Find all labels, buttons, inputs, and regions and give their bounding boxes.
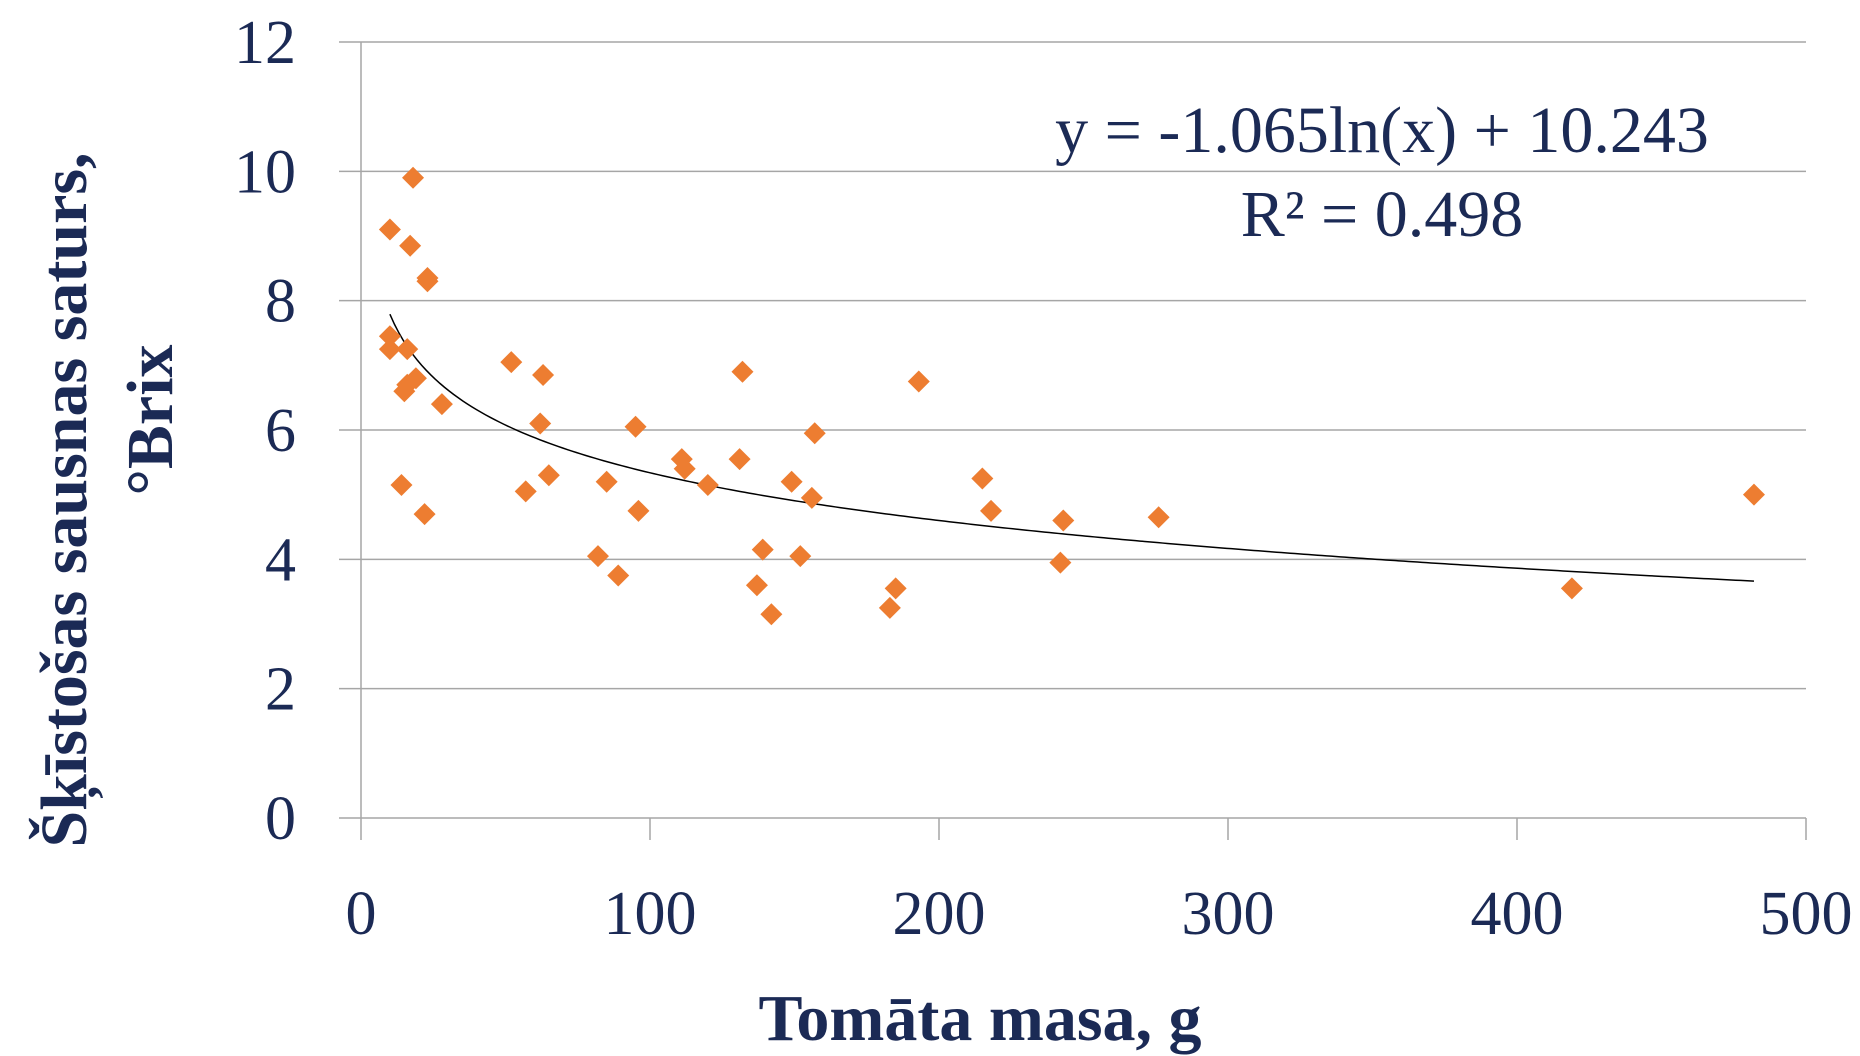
data-point-25 (673, 457, 696, 480)
data-point-31 (760, 603, 783, 626)
r-squared-label: R² = 0.498 (1241, 178, 1524, 251)
y-tick-label-10: 10 (234, 138, 296, 206)
data-point-19 (586, 545, 609, 568)
x-tick-label-100: 100 (604, 880, 697, 948)
data-point-22 (624, 415, 647, 438)
data-point-3 (390, 473, 413, 496)
data-point-12 (416, 267, 439, 290)
data-point-35 (803, 422, 826, 445)
data-point-44 (1560, 577, 1583, 600)
y-tick-label-4: 4 (265, 526, 296, 594)
data-point-41 (1049, 551, 1072, 574)
data-point-10 (413, 503, 436, 526)
data-point-42 (1052, 509, 1075, 532)
data-point-6 (396, 338, 419, 361)
data-point-13 (430, 393, 453, 416)
tick-marks (339, 41, 1807, 840)
data-point-21 (607, 564, 630, 587)
y-axis-title-line2: °Brix (114, 344, 187, 495)
data-point-32 (780, 470, 803, 493)
x-tick-label-300: 300 (1182, 880, 1275, 948)
data-point-40 (980, 499, 1003, 522)
y-tick-label-12: 12 (234, 9, 296, 77)
data-point-17 (532, 364, 555, 387)
data-point-38 (907, 370, 930, 393)
data-point-15 (514, 480, 537, 503)
y-tick-label-0: 0 (265, 785, 296, 853)
data-point-2 (378, 218, 401, 241)
data-point-37 (884, 577, 907, 600)
data-point-1 (378, 325, 401, 348)
trendline-equation: y = -1.065ln(x) + 10.243 (1055, 94, 1709, 167)
data-point-34 (800, 486, 823, 509)
data-point-27 (728, 448, 751, 471)
data-point-45 (1742, 483, 1765, 506)
data-point-43 (1147, 506, 1170, 529)
trendline (389, 313, 1755, 582)
data-point-36 (878, 596, 901, 619)
y-tick-label-8: 8 (265, 268, 296, 336)
data-point-28 (731, 360, 754, 383)
data-point-18 (537, 464, 560, 487)
y-axis-title-line1: Šķīstošas sausnas saturs, (28, 152, 103, 847)
data-point-33 (789, 545, 812, 568)
x-tick-label-400: 400 (1471, 880, 1564, 948)
data-point-30 (751, 538, 774, 561)
x-tick-labels: 0 100 200 300 400 500 (346, 880, 1853, 948)
data-point-16 (529, 412, 552, 435)
data-point-26 (696, 473, 719, 496)
y-tick-labels: 0 2 4 6 8 10 12 (234, 9, 296, 853)
data-point-9 (404, 367, 427, 390)
data-point-7 (399, 234, 422, 257)
data-point-23 (627, 499, 650, 522)
x-tick-label-200: 200 (893, 880, 986, 948)
data-point-0 (378, 338, 401, 361)
data-point-14 (500, 351, 523, 374)
x-tick-label-500: 500 (1760, 880, 1853, 948)
data-point-8 (402, 166, 425, 189)
y-tick-label-2: 2 (265, 656, 296, 724)
y-tick-label-6: 6 (265, 397, 296, 465)
x-axis-title: Tomāta masa, g (758, 982, 1201, 1055)
data-point-20 (595, 470, 618, 493)
y-axis-title: Šķīstošas sausnas saturs, °Brix (28, 152, 187, 847)
data-points (378, 166, 1765, 626)
data-point-29 (745, 574, 768, 597)
data-point-39 (971, 467, 994, 490)
x-tick-label-0: 0 (346, 880, 377, 948)
